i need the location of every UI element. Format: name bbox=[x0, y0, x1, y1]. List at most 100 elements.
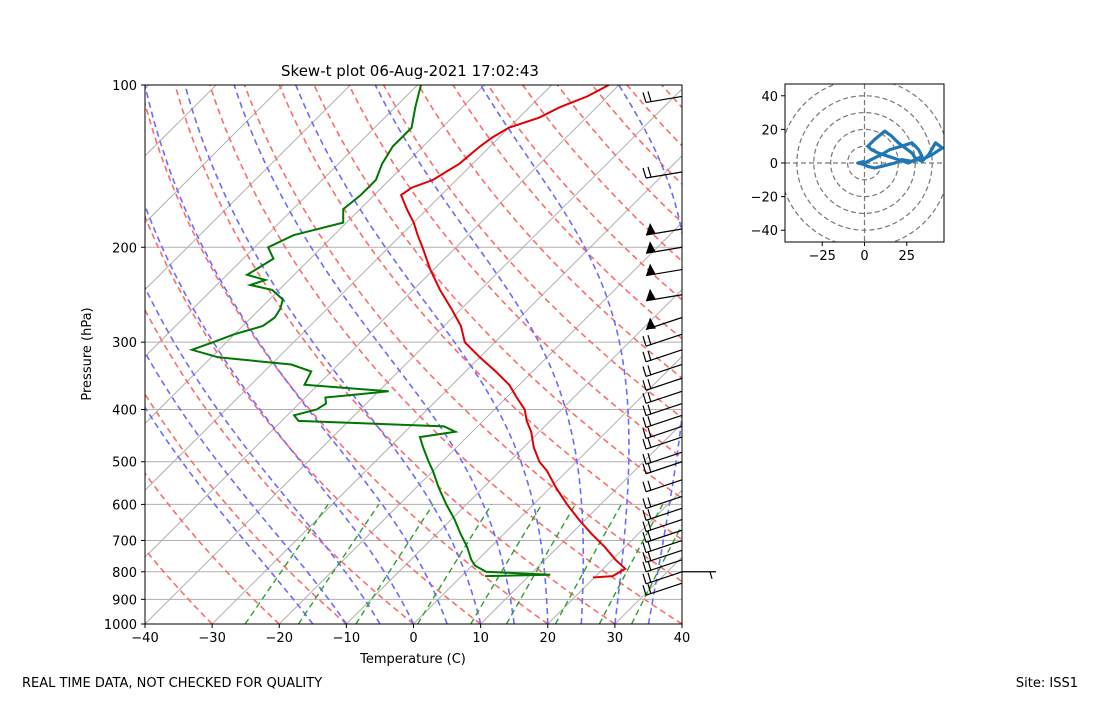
isotherm-line bbox=[749, 85, 1100, 624]
wind-barb-feather bbox=[643, 562, 646, 572]
x-tick-label: −10 bbox=[333, 631, 360, 646]
wind-barb-feather bbox=[643, 510, 646, 520]
wind-barb-feather bbox=[648, 167, 651, 177]
dry-adiabat bbox=[766, 85, 1100, 624]
mixing-ratio-line bbox=[418, 504, 492, 624]
wind-barb-feather bbox=[648, 481, 651, 491]
isotherm-line bbox=[481, 85, 1022, 624]
wind-barb-feather bbox=[648, 542, 651, 552]
wind-barb-feather bbox=[643, 406, 646, 416]
temperature-profile bbox=[401, 85, 625, 578]
isotherm-line bbox=[0, 85, 15, 624]
wind-barb-feather bbox=[648, 463, 651, 473]
isotherm-line bbox=[548, 85, 1089, 624]
hodograph-x-tick-label: 25 bbox=[899, 249, 916, 264]
y-tick-label: 800 bbox=[112, 566, 137, 581]
wind-barb-staff bbox=[646, 508, 682, 520]
wind-barb-feather bbox=[643, 482, 646, 492]
moist-adiabat bbox=[145, 85, 447, 624]
isotherm-line bbox=[346, 85, 887, 624]
hodograph-y-tick-label: −20 bbox=[751, 191, 778, 206]
dry-adiabat bbox=[488, 85, 1100, 624]
skewt-background-lines bbox=[0, 85, 1100, 624]
wind-barb-feather bbox=[648, 531, 651, 541]
x-tick-label: 40 bbox=[674, 631, 691, 646]
wind-barb-feather bbox=[648, 497, 651, 507]
wind-barb-feather bbox=[648, 509, 651, 519]
wind-barb-feather bbox=[648, 438, 651, 448]
y-tick-label: 1000 bbox=[104, 618, 137, 633]
isotherm-line bbox=[414, 85, 955, 624]
wind-barb-staff bbox=[646, 350, 682, 362]
mixing-ratio-line bbox=[245, 504, 328, 624]
wind-barb-feather bbox=[643, 585, 646, 595]
dry-adiabat bbox=[0, 85, 212, 624]
wind-barb-feather bbox=[643, 417, 646, 427]
hodograph-y-tick-label: 20 bbox=[761, 123, 778, 138]
y-tick-label: 400 bbox=[112, 404, 137, 419]
y-tick-label: 900 bbox=[112, 593, 137, 608]
y-tick-label: 500 bbox=[112, 456, 137, 471]
y-tick-label: 200 bbox=[112, 241, 137, 256]
hodograph-y-tick-label: −40 bbox=[751, 224, 778, 239]
dry-adiabat bbox=[557, 85, 1100, 624]
wind-barb-staff bbox=[646, 172, 682, 178]
wind-barb-staff bbox=[646, 378, 682, 390]
x-tick-label: 10 bbox=[472, 631, 489, 646]
wind-barb-feather bbox=[643, 393, 646, 403]
quality-disclaimer: REAL TIME DATA, NOT CHECKED FOR QUALITY bbox=[22, 676, 322, 691]
moist-adiabat bbox=[481, 85, 629, 624]
y-axis-label: Pressure (hPa) bbox=[80, 307, 95, 400]
wind-barb-feather bbox=[643, 439, 646, 449]
wind-barb-staff bbox=[646, 480, 682, 492]
wind-barb-feather bbox=[643, 168, 646, 178]
x-tick-label: 30 bbox=[607, 631, 624, 646]
isotherm-line bbox=[279, 85, 820, 624]
wind-barb-feather bbox=[643, 336, 646, 346]
dry-adiabat bbox=[314, 85, 883, 624]
x-axis-label: Temperature (C) bbox=[359, 652, 466, 667]
x-tick-label: 20 bbox=[539, 631, 556, 646]
wind-barb-staff bbox=[646, 415, 682, 427]
x-tick-label: 0 bbox=[409, 631, 417, 646]
wind-barb-pennant bbox=[646, 289, 656, 301]
chart-title: Skew-t plot 06-Aug-2021 17:02:43 bbox=[281, 62, 539, 80]
wind-barb-feather bbox=[648, 365, 651, 375]
dewpoint-profile bbox=[192, 85, 550, 576]
wind-barb-feather bbox=[648, 91, 651, 101]
moist-adiabat bbox=[185, 85, 481, 624]
hodograph-y-ticks: −40 −20 0 20 40 bbox=[751, 90, 785, 239]
wind-barb-staff bbox=[646, 496, 682, 508]
wind-barb-feather bbox=[643, 366, 646, 376]
wind-barb-feather bbox=[643, 543, 646, 553]
wind-barb-feather bbox=[648, 416, 651, 426]
wind-barb-staff bbox=[646, 462, 682, 474]
x-tick-label: −20 bbox=[266, 631, 293, 646]
x-tick-label: −40 bbox=[131, 631, 158, 646]
wind-barb-feather bbox=[648, 379, 651, 389]
hodograph-y-tick-label: 40 bbox=[761, 90, 778, 105]
dry-adiabat bbox=[384, 85, 1018, 624]
y-tick-label: 600 bbox=[112, 498, 137, 513]
skewt-profiles bbox=[192, 85, 625, 578]
hodograph-y-tick-label: 0 bbox=[770, 157, 778, 172]
wind-barb-feather bbox=[643, 464, 646, 474]
wind-barb-feather bbox=[648, 551, 651, 561]
wind-barb-feather bbox=[648, 573, 651, 583]
wind-barb-feather bbox=[643, 498, 646, 508]
isotherm-line bbox=[78, 85, 619, 624]
wind-barb-feather bbox=[643, 92, 646, 102]
isotherm-line bbox=[615, 85, 1100, 624]
moist-adiabat bbox=[111, 85, 413, 624]
isotherm-line bbox=[0, 85, 216, 624]
hodograph-x-tick-label: −25 bbox=[808, 249, 835, 264]
isotherm-line bbox=[682, 85, 1100, 624]
moist-adiabat bbox=[34, 85, 313, 624]
wind-barb-staff bbox=[646, 541, 682, 553]
dry-adiabat bbox=[1, 85, 279, 624]
y-tick-label: 700 bbox=[112, 535, 137, 550]
